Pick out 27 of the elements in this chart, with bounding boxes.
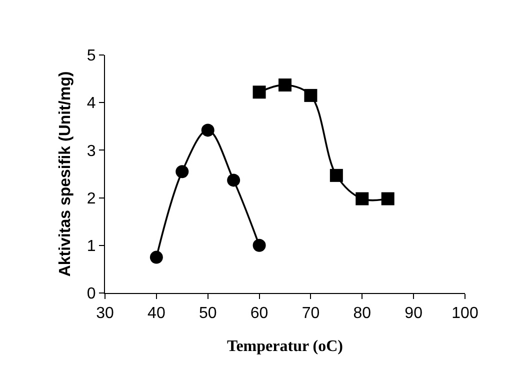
point xyxy=(176,165,189,178)
y-tick-label: 0 xyxy=(86,286,96,303)
point xyxy=(227,174,240,187)
x-tick-label: 60 xyxy=(250,305,268,322)
point xyxy=(381,192,394,206)
x-tick-label: 90 xyxy=(404,305,423,322)
point xyxy=(304,88,318,102)
x-tick-label: 80 xyxy=(353,305,372,322)
y-tick-label: 1 xyxy=(86,238,96,255)
x-tick-label: 70 xyxy=(302,305,320,322)
x-axis-title: Temperatur (oC) xyxy=(227,338,343,355)
x-tick-label: 50 xyxy=(198,305,217,322)
y-axis-title: Aktivitas spesifik (Unit/mg) xyxy=(56,71,74,277)
y-tick-label: 5 xyxy=(86,48,96,65)
x-tick-label: 30 xyxy=(96,305,114,322)
x-tick-label: 100 xyxy=(452,305,478,322)
y-tick-label: 4 xyxy=(86,95,96,112)
point xyxy=(201,124,214,137)
point xyxy=(278,78,292,92)
point xyxy=(356,192,369,206)
point xyxy=(150,250,163,264)
point xyxy=(252,238,266,252)
y-tick-label: 2 xyxy=(86,190,96,208)
point xyxy=(252,86,266,99)
point xyxy=(330,168,343,182)
y-tick-label: 3 xyxy=(86,142,96,160)
x-tick-label: 40 xyxy=(148,305,166,322)
